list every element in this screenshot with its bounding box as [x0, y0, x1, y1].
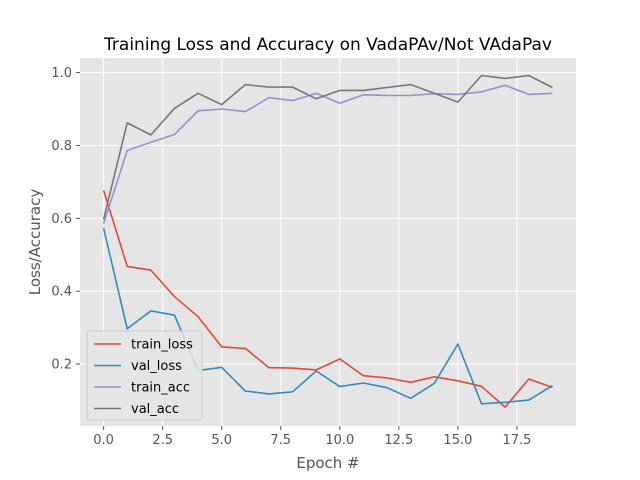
legend-label-train-loss: train_loss [131, 338, 193, 353]
y-tick-label-4: 1.0 [51, 66, 72, 81]
y-tick-label-2: 0.6 [51, 212, 72, 227]
x-tick-label-2: 5.0 [211, 433, 232, 448]
x-tick-label-5: 12.5 [384, 433, 413, 448]
legend-box [86, 330, 203, 421]
y-tick-label-1: 0.4 [51, 285, 72, 300]
x-tick-label-0: 0.0 [93, 433, 114, 448]
x-tick-label-1: 2.5 [152, 433, 173, 448]
chart-title: Training Loss and Accuracy on VadaPAv/No… [103, 35, 552, 55]
legend-label-val-acc: val_acc [131, 402, 179, 417]
series-line-train-loss [102, 190, 553, 408]
legend: train_loss val_loss train_acc val_acc [86, 330, 203, 421]
legend-label-train-acc: train_acc [131, 381, 190, 396]
x-axis-label: Epoch # [296, 454, 359, 472]
tick-layer: 0.0 2.5 5.0 7.5 10.0 12.5 15.0 17.5 0.2 0.4 0.6 0.8… [51, 66, 531, 448]
y-tick-label-3: 0.8 [51, 139, 72, 154]
series-line-train-acc [102, 84, 553, 225]
y-axis-label: Loss/Accuracy [26, 189, 44, 296]
x-tick-label-6: 15.0 [443, 433, 472, 448]
x-tick-label-4: 10.0 [325, 433, 354, 448]
y-tick-label-0: 0.2 [51, 358, 72, 373]
x-tick-label-3: 7.5 [270, 433, 291, 448]
series-line-val-acc [102, 74, 553, 220]
series-line-val-loss [102, 228, 553, 405]
x-tick-label-7: 17.5 [502, 433, 531, 448]
series-layer [102, 74, 553, 408]
legend-label-val-loss: val_loss [131, 359, 182, 374]
